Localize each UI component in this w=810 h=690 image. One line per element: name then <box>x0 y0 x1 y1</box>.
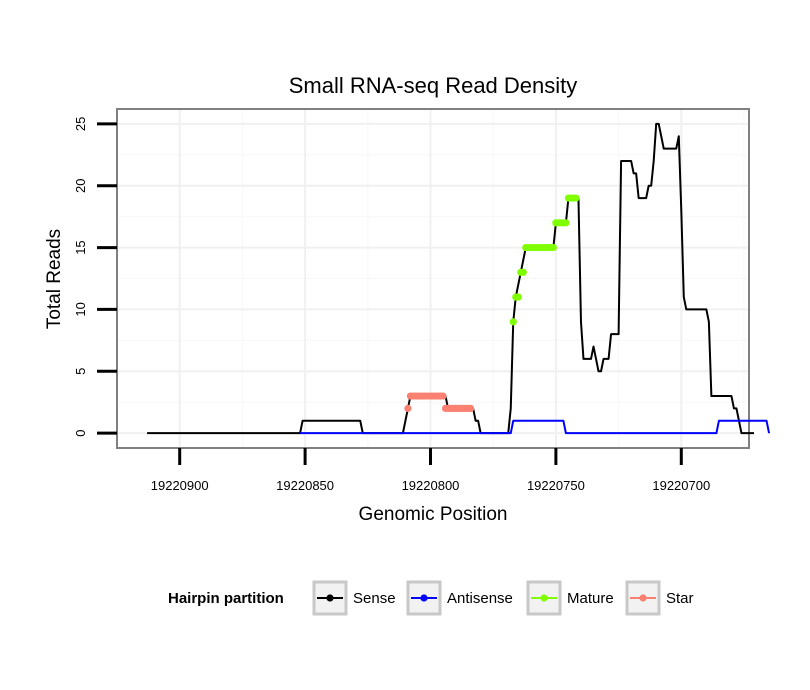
series-point-star <box>404 404 412 413</box>
y-tick-label: 25 <box>73 117 88 131</box>
series-point-mature <box>519 268 527 276</box>
legend: Hairpin partition Sense Antisense Mature St… <box>168 580 694 616</box>
legend-label: Sense <box>353 590 396 607</box>
x-axis: 19220900 19220850 19220800 19220750 19220700 <box>151 448 710 493</box>
y-tick-label: 0 <box>73 430 88 437</box>
x-tick-label: 19220700 <box>652 478 710 493</box>
x-axis-title: Genomic Position <box>359 504 508 525</box>
legend-key-point <box>639 594 647 602</box>
series-point-mature <box>514 293 522 301</box>
y-axis: 0 5 10 15 20 25 <box>73 117 117 437</box>
series-point-star <box>467 404 475 413</box>
series-point-mature <box>509 318 517 326</box>
series-point-mature <box>562 219 570 227</box>
legend-entry-star: Star <box>625 580 694 616</box>
x-tick-label: 19220800 <box>402 478 460 493</box>
series-layer <box>147 122 771 435</box>
legend-entry-antisense: Antisense <box>406 580 513 616</box>
legend-entries: Sense Antisense Mature Star <box>312 580 694 616</box>
series-point-mature <box>572 194 580 202</box>
y-tick-label: 15 <box>73 240 88 254</box>
legend-entry-sense: Sense <box>312 580 396 616</box>
x-tick-label: 19220750 <box>527 478 585 493</box>
y-tick-label: 10 <box>73 302 88 316</box>
legend-label: Mature <box>567 590 614 607</box>
x-tick-label: 19220850 <box>276 478 334 493</box>
series-line-sense <box>147 122 755 435</box>
series-point-star <box>439 392 447 400</box>
legend-key-point <box>420 594 428 602</box>
x-tick-label: 19220900 <box>151 478 209 493</box>
y-tick-label: 20 <box>73 178 88 192</box>
legend-key-point <box>326 594 334 602</box>
series-line-antisense <box>300 419 771 435</box>
legend-entry-mature: Mature <box>526 580 614 616</box>
legend-label: Antisense <box>447 590 513 607</box>
chart-title: Small RNA-seq Read Density <box>289 73 578 98</box>
legend-label: Star <box>666 590 694 607</box>
series-point-mature <box>549 243 557 252</box>
legend-key-point <box>540 594 548 602</box>
y-axis-title: Total Reads <box>44 229 65 329</box>
y-tick-label: 5 <box>73 368 88 375</box>
legend-title: Hairpin partition <box>168 590 284 607</box>
plot-panel-border <box>116 108 750 449</box>
